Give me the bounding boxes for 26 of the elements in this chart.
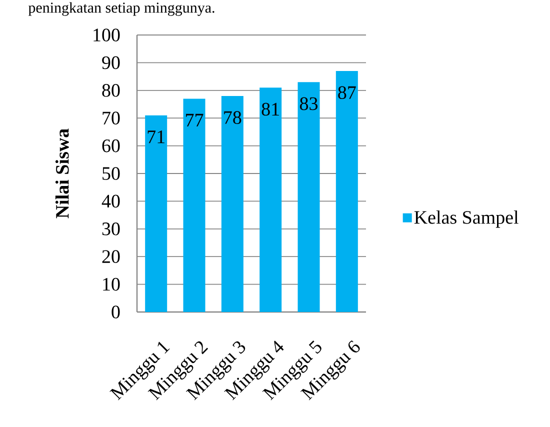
y-tick-label: 70 [102, 112, 120, 125]
data-label: 71 [148, 130, 164, 144]
y-tick-label: 100 [94, 28, 120, 42]
data-label: 77 [186, 114, 204, 126]
bar [260, 88, 282, 312]
y-tick-label: 30 [102, 222, 120, 236]
data-label: 81 [262, 102, 279, 116]
bar [298, 82, 320, 312]
data-label: 83 [300, 97, 318, 110]
y-tick-label: 40 [102, 194, 120, 208]
y-tick-label: 90 [102, 56, 120, 70]
bar [221, 96, 244, 312]
y-tick-label: 60 [102, 139, 120, 152]
y-tick-label: 80 [102, 84, 120, 97]
data-label: 78 [224, 111, 242, 124]
y-tick-label: 50 [102, 167, 120, 180]
text: peningkatan setiap minggunya. [28, 2, 214, 16]
bar [183, 98, 206, 312]
y-axis-title: Nilai Siswa [55, 128, 69, 218]
y-tick-label: 10 [103, 278, 120, 291]
data-label: 87 [338, 86, 356, 100]
y-tick-label: 0 [112, 306, 120, 318]
bar [336, 71, 358, 312]
y-tick-label: 20 [102, 250, 120, 264]
bar [145, 115, 168, 312]
legend-label: Kelas Sampel [414, 210, 518, 228]
